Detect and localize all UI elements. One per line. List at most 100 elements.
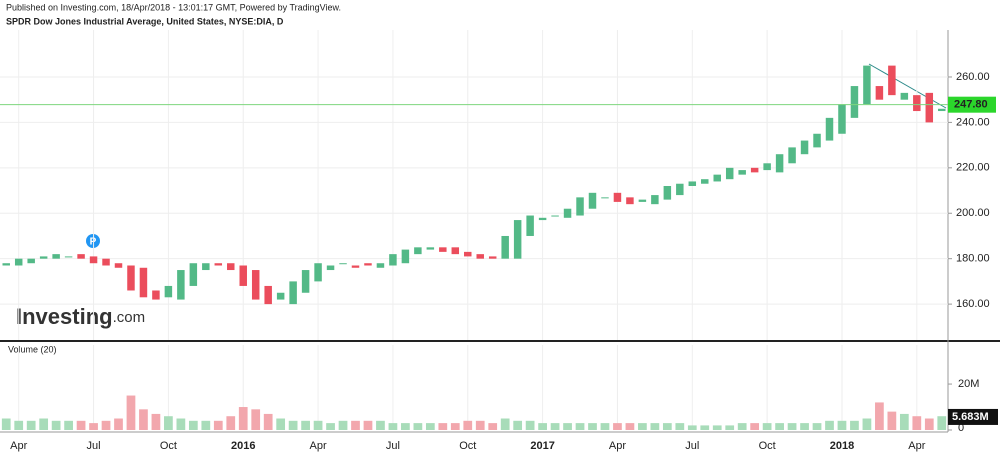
candle-body (651, 195, 659, 205)
volume-bar (525, 420, 535, 430)
volume-bar (89, 423, 98, 430)
candle-body (2, 263, 10, 266)
volume-bar (263, 413, 273, 430)
published-note: Published on Investing.com, 18/Apr/2018 … (6, 2, 341, 12)
candle-body (588, 192, 597, 209)
candle-body (426, 247, 435, 250)
logo-suffix: .com (113, 309, 146, 326)
logo-main: Investing (16, 304, 113, 329)
volume-bar (450, 423, 460, 430)
y-tick-label: 200.00 (956, 207, 990, 219)
candle-body (626, 197, 634, 205)
volume-bar (937, 416, 947, 430)
candle-body (526, 215, 534, 236)
volume-bar (725, 425, 735, 430)
volume-bar (251, 409, 261, 430)
volume-bar (114, 418, 123, 430)
volume-bar (64, 420, 73, 430)
x-tick-label: Jul (386, 440, 400, 452)
candle-body (314, 263, 322, 282)
x-tick-label: Apr (10, 440, 27, 452)
volume-bar (438, 423, 448, 430)
volume-bar (226, 416, 236, 430)
volume-bar (76, 420, 86, 430)
volume-bar (812, 423, 822, 430)
volume-bar (238, 407, 248, 430)
volume-bar (899, 413, 909, 430)
logo: Investing.com (16, 304, 145, 329)
volume-bar (488, 423, 498, 430)
trend-line (868, 63, 947, 109)
volume-bar (625, 423, 635, 430)
volume-title: Volume (20) (8, 344, 57, 354)
volume-bar (425, 423, 435, 430)
volume-bar (800, 423, 809, 430)
candle-body (538, 217, 547, 221)
candle-body (164, 285, 173, 298)
volume-bar (475, 420, 485, 430)
candle-body (102, 258, 110, 266)
candle-body (27, 258, 35, 264)
volume-bar (862, 418, 872, 430)
candle-body (89, 256, 98, 264)
volume-bar (213, 420, 223, 430)
candle-body (663, 186, 672, 200)
volume-bar (463, 420, 473, 430)
x-tick-label: Apr (908, 440, 925, 452)
x-tick-label: 2018 (830, 440, 854, 452)
candle-body (339, 263, 347, 265)
y-tick-label: 20M (958, 378, 979, 390)
volume-bar (687, 425, 697, 430)
x-tick-label: Jul (685, 440, 699, 452)
y-tick-label: 0 (958, 422, 964, 434)
candle-body (488, 256, 497, 259)
volume-bar (613, 423, 622, 430)
candle-body (202, 263, 210, 271)
candle-body (276, 292, 285, 300)
x-tick-label: Oct (459, 440, 476, 452)
volume-bar (126, 395, 136, 430)
candle-body (251, 270, 260, 300)
candle-body (451, 247, 460, 255)
volume-bar (51, 420, 61, 430)
volume-bar (750, 423, 760, 430)
candle-body (788, 147, 796, 164)
candle-body (364, 263, 372, 266)
candle-body (800, 140, 809, 155)
volume-bar (912, 416, 922, 430)
candle-body (613, 192, 622, 202)
candle-body (563, 208, 572, 218)
volume-bar (351, 420, 360, 430)
candle-body (576, 197, 584, 216)
volume-bar (762, 423, 772, 430)
last-price-box (948, 96, 996, 113)
volume-bar (401, 423, 410, 430)
volume-bar (26, 420, 36, 430)
candle-body (301, 270, 310, 293)
y-tick-label: 240.00 (956, 116, 990, 128)
volume-bar (188, 420, 198, 430)
volume-bar (363, 420, 373, 430)
volume-bar (662, 423, 672, 430)
candle-body (513, 220, 522, 259)
candle-body (139, 267, 148, 298)
candle-body (326, 265, 335, 271)
volume-bar (924, 418, 934, 430)
y-tick-label: 220.00 (956, 162, 990, 174)
volume-bar (600, 423, 610, 430)
candle-body (351, 265, 360, 268)
candle-body (738, 170, 746, 175)
candle-body (376, 263, 385, 268)
volume-bar (1, 418, 11, 430)
y-tick-label: 260.00 (956, 71, 990, 83)
x-tick-label: Jul (87, 440, 101, 452)
candle-body (925, 92, 934, 123)
candle-body (913, 95, 921, 112)
last-volume-box (948, 408, 998, 425)
volume-bar (825, 420, 834, 430)
x-tick-label: Oct (160, 440, 177, 452)
volume-bar (14, 420, 24, 430)
candle-body (152, 290, 160, 300)
candle-body (763, 163, 771, 171)
volume-bar (638, 423, 647, 430)
